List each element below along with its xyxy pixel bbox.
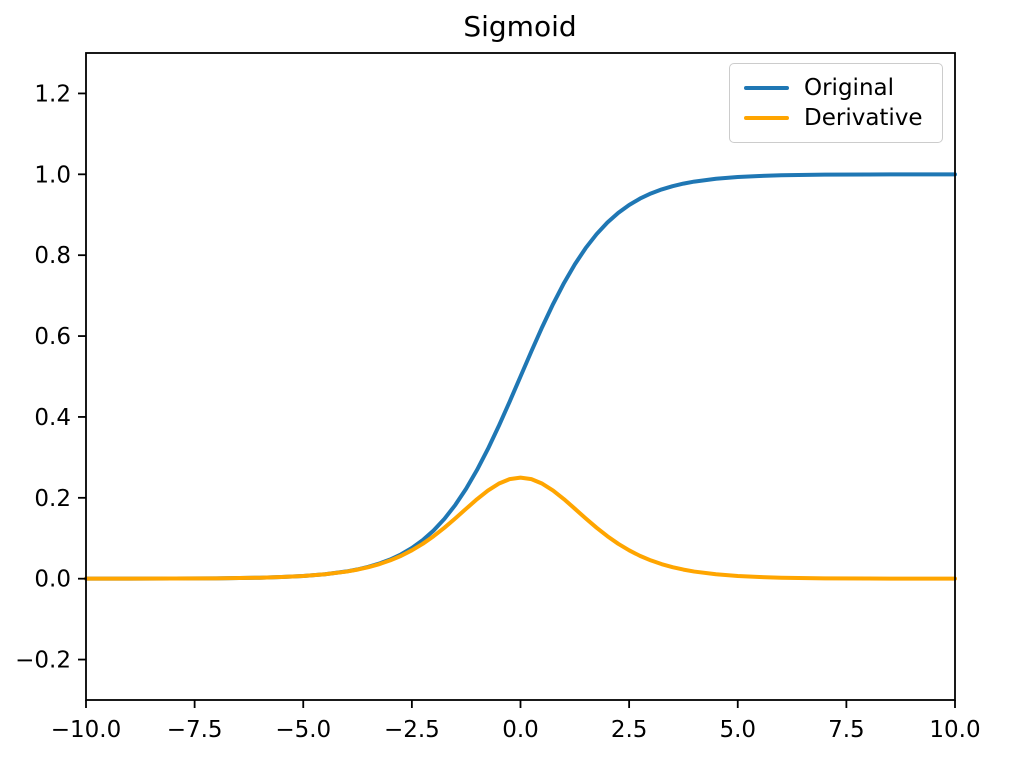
x-tick-label: 0.0	[502, 717, 539, 743]
legend-label-original: Original	[804, 75, 895, 101]
y-tick-label: 1.0	[34, 162, 71, 188]
legend-item-derivative: Derivative	[744, 105, 928, 131]
y-tick-label: 0.0	[34, 567, 71, 593]
y-tick-label: 0.8	[34, 243, 71, 269]
x-tick-label: 5.0	[719, 717, 756, 743]
y-tick-label: 0.2	[34, 486, 71, 512]
x-tick-label: 7.5	[828, 717, 865, 743]
chart-title: Sigmoid	[463, 10, 577, 43]
legend-swatch-original	[744, 86, 789, 90]
x-tick-label: −5.0	[275, 717, 331, 743]
y-tick-label: 0.6	[34, 324, 71, 350]
legend-item-original: Original	[744, 75, 928, 101]
y-tick-label: 1.2	[34, 81, 71, 107]
legend-swatch-derivative	[744, 116, 789, 120]
x-tick-label: 2.5	[611, 717, 648, 743]
y-tick-label: −0.2	[15, 648, 71, 674]
legend: Original Derivative	[729, 63, 943, 143]
y-tick-label: 0.4	[34, 405, 71, 431]
series-line-original	[84, 172, 957, 581]
x-tick-label: 10.0	[929, 717, 980, 743]
x-tick-label: −2.5	[384, 717, 440, 743]
legend-label-derivative: Derivative	[804, 105, 923, 131]
series-line-derivative	[84, 475, 957, 581]
x-tick-label: −7.5	[167, 717, 223, 743]
x-tick-label: −10.0	[51, 717, 121, 743]
